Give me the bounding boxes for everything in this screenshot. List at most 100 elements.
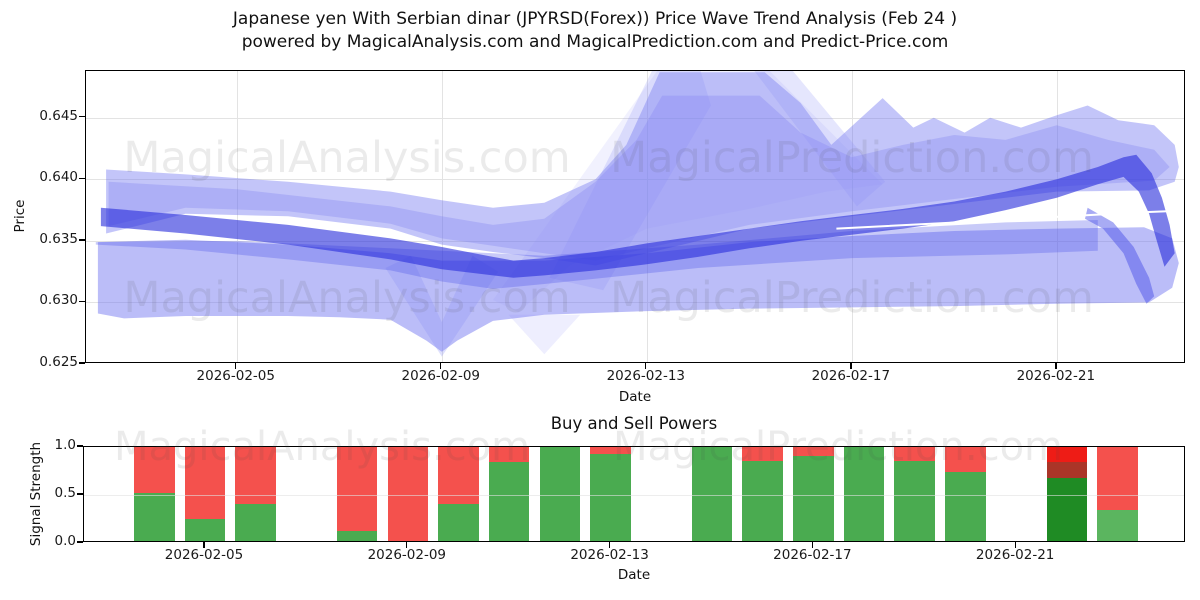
price-xtick-mark xyxy=(1055,363,1057,369)
signal-bar-segment-red xyxy=(945,447,986,473)
price-ytick-label: 0.625 xyxy=(39,354,78,370)
signal-xtick-mark xyxy=(406,542,408,548)
figure-title-line1: Japanese yen With Serbian dinar (JPYRSD(… xyxy=(232,9,958,29)
signal-bar-segment-red xyxy=(488,447,530,463)
signal-bar-segment-green xyxy=(438,504,479,541)
signal-bar-segment-green xyxy=(336,530,378,541)
signal-bar-2026-02-12 xyxy=(539,447,581,541)
signal-grid-h-0.5 xyxy=(84,495,1184,496)
upper-light-band xyxy=(106,72,1179,266)
signal-bar-segment-red xyxy=(793,447,834,457)
price-grid-v-2026-02-13 xyxy=(646,71,648,362)
signal-bar-2026-02-17 xyxy=(793,447,834,541)
signal-chart-title: Buy and Sell Powers xyxy=(550,414,718,433)
signal-bar-2026-02-18 xyxy=(843,447,885,541)
price-grid-h-0.635 xyxy=(86,240,1184,242)
price-xtick-mark xyxy=(850,363,852,369)
right-curl xyxy=(1085,207,1155,304)
signal-bar-2026-02-05 xyxy=(184,447,226,541)
signal-bar-2026-02-10 xyxy=(438,447,479,541)
price-xtick-label: 2026-02-05 xyxy=(196,368,275,384)
price-ytick-mark xyxy=(79,116,85,118)
signal-bar-segment-green_dark xyxy=(1046,478,1088,541)
signal-bar-2026-02-08 xyxy=(336,447,378,541)
signal-bar-segment-red xyxy=(184,447,226,520)
signal-xtick-label: 2026-02-09 xyxy=(367,547,447,563)
peak-rising-strip xyxy=(549,71,711,291)
signal-bar-2026-02-16 xyxy=(742,447,783,541)
signal-bar-segment-green xyxy=(945,472,986,541)
price-ytick-mark xyxy=(79,177,85,180)
price-grid-h-0.645 xyxy=(86,117,1184,119)
signal-ytick-mark xyxy=(77,541,83,543)
signal-bar-2026-02-11 xyxy=(488,447,530,541)
price-grid-h-0.640 xyxy=(86,179,1184,181)
price-ytick-mark xyxy=(79,239,85,241)
signal-bar-2026-02-04 xyxy=(134,447,175,541)
signal-xtick-mark xyxy=(1014,542,1016,548)
signal-ytick-mark xyxy=(77,445,83,447)
signal-bar-2026-02-23 xyxy=(1097,447,1138,541)
dip-2 xyxy=(508,314,581,355)
signal-bar-segment-green xyxy=(691,447,733,541)
signal-bar-2026-02-06 xyxy=(235,447,276,541)
price-grid-h-0.630 xyxy=(86,302,1184,304)
signal-bar-segment-red xyxy=(134,447,175,494)
upper-inner-band xyxy=(108,95,1170,261)
signal-bar-2026-02-19 xyxy=(894,447,936,541)
price-xtick-label: 2026-02-09 xyxy=(401,368,481,384)
signal-plot-area xyxy=(83,446,1185,542)
signal-bar-segment-green xyxy=(742,461,783,541)
signal-bar-segment-green xyxy=(894,461,936,541)
signal-xtick-label: 2026-02-05 xyxy=(164,547,244,563)
signal-bar-segment-green xyxy=(235,504,276,541)
signal-bar-segment-red xyxy=(387,447,429,541)
dark-core-band xyxy=(100,154,1175,278)
signal-bar-segment-red xyxy=(235,447,276,505)
peak-fill xyxy=(493,71,883,313)
price-ytick-label: 0.640 xyxy=(39,169,78,186)
signal-bar-segment-green xyxy=(843,447,885,541)
signal-bar-segment-red xyxy=(894,447,936,462)
signal-xtick-mark xyxy=(203,542,205,548)
signal-bar-segment-green_light xyxy=(1097,509,1138,541)
dip-v xyxy=(385,255,499,357)
signal-bar-segment-green xyxy=(590,453,631,541)
figure-title: Japanese yen With Serbian dinar (JPYRSD(… xyxy=(0,8,1190,54)
signal-bar-segment-red xyxy=(1097,447,1138,510)
signal-bar-2026-02-13 xyxy=(590,447,631,541)
signal-x-axis-label: Date xyxy=(617,567,651,583)
price-wave-bands xyxy=(95,71,1179,357)
signal-xtick-mark xyxy=(608,542,611,548)
price-ytick-label: 0.635 xyxy=(39,230,78,247)
signal-ytick-label: 0.5 xyxy=(54,485,76,501)
price-xtick-label: 2026-02-21 xyxy=(1016,368,1096,384)
signal-xtick-label: 2026-02-21 xyxy=(975,547,1055,563)
signal-bar-2026-02-15 xyxy=(691,447,733,541)
signal-bar-segment-red_bright xyxy=(1046,447,1088,463)
signal-bar-segment-red xyxy=(742,447,783,462)
price-x-axis-label: Date xyxy=(618,389,652,405)
price-ytick-mark xyxy=(79,300,85,303)
signal-xtick-label: 2026-02-17 xyxy=(773,547,852,563)
signal-bar-segment-red xyxy=(336,447,378,531)
signal-bar-segment-green xyxy=(793,456,834,541)
price-xtick-label: 2026-02-17 xyxy=(811,368,891,384)
signal-bar-2026-02-22 xyxy=(1046,447,1088,541)
signal-ytick-label: 1.0 xyxy=(54,437,76,453)
price-xtick-mark xyxy=(235,363,237,369)
figure-title-line2: powered by MagicalAnalysis.com and Magic… xyxy=(241,32,949,52)
price-grid-v-2026-02-05 xyxy=(236,71,238,362)
signal-bar-segment-green xyxy=(134,493,175,541)
price-grid-v-2026-02-09 xyxy=(441,71,443,362)
signal-xtick-label: 2026-02-13 xyxy=(570,547,649,563)
signal-bar-segment-green xyxy=(539,447,581,541)
price-ytick-mark xyxy=(79,362,85,364)
price-xtick-label: 2026-02-13 xyxy=(606,368,686,384)
price-xtick-mark xyxy=(645,363,647,369)
signal-bar-segment-red_dark xyxy=(1046,462,1088,479)
signal-bar-2026-02-20 xyxy=(945,447,986,541)
peak-falling-strip xyxy=(754,71,886,207)
signal-ytick-label: 0.0 xyxy=(54,533,76,549)
